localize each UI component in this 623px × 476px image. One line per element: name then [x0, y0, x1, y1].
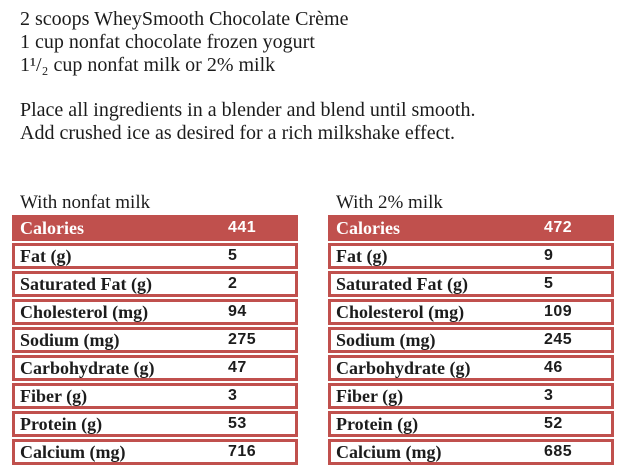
table-row: Cholesterol (mg) 94 — [12, 299, 298, 325]
row-label: Sodium (mg) — [20, 329, 120, 350]
row-label: Fiber (g) — [336, 385, 404, 406]
table-row: Carbohydrate (g) 47 — [12, 355, 298, 381]
row-value: 46 — [544, 359, 563, 376]
row-label: Saturated Fat (g) — [20, 273, 152, 294]
table-row: Fat (g) 9 — [328, 243, 614, 269]
row-value: 3 — [228, 387, 238, 404]
row-label: Cholesterol (mg) — [336, 301, 465, 322]
row-value: 275 — [228, 331, 257, 348]
row-value: 716 — [228, 443, 257, 460]
row-label: Calories — [336, 217, 400, 238]
table-caption: With nonfat milk — [20, 192, 151, 213]
nutrition-tables: With nonfat milk Calories 441 Fat (g) 5 … — [12, 193, 623, 465]
row-label: Protein (g) — [336, 413, 419, 434]
row-value: 94 — [228, 303, 247, 320]
nutrition-table: Calories 441 Fat (g) 5 Saturated Fat (g)… — [12, 215, 298, 465]
ingredient-line: 1 cup nonfat chocolate frozen yogurt — [20, 31, 315, 53]
row-value: 5 — [544, 275, 554, 292]
table-row: Cholesterol (mg) 109 — [328, 299, 614, 325]
row-value: 5 — [228, 247, 238, 264]
nutrition-table-2pct-milk: With 2% milk Calories 472 Fat (g) 9 Satu… — [328, 193, 614, 465]
row-label: Cholesterol (mg) — [20, 301, 149, 322]
table-row: Fiber (g) 3 — [328, 383, 614, 409]
row-value: 441 — [228, 219, 257, 236]
table-row: Carbohydrate (g) 46 — [328, 355, 614, 381]
row-label: Carbohydrate (g) — [336, 357, 471, 378]
row-label: Sodium (mg) — [336, 329, 436, 350]
row-label: Protein (g) — [20, 413, 103, 434]
table-row: Sodium (mg) 275 — [12, 327, 298, 353]
ingredients-list: 2 scoops WheySmooth Chocolate Crème 1 cu… — [20, 0, 623, 77]
table-header-row: Calories 472 — [328, 215, 614, 241]
row-label: Fat (g) — [336, 245, 388, 266]
table-row: Calcium (mg) 716 — [12, 439, 298, 465]
row-label: Fiber (g) — [20, 385, 88, 406]
row-label: Carbohydrate (g) — [20, 357, 155, 378]
row-value: 52 — [544, 415, 563, 432]
instruction-line: Add crushed ice as desired for a rich mi… — [20, 122, 456, 144]
table-row: Fat (g) 5 — [12, 243, 298, 269]
table-row: Sodium (mg) 245 — [328, 327, 614, 353]
instruction-line: Place all ingredients in a blender and b… — [20, 99, 476, 121]
row-value: 109 — [544, 303, 573, 320]
row-value: 245 — [544, 331, 573, 348]
table-caption: With 2% milk — [336, 192, 443, 213]
row-label: Calcium (mg) — [336, 441, 442, 462]
row-label: Calories — [20, 217, 84, 238]
row-value: 53 — [228, 415, 247, 432]
table-row: Calcium (mg) 685 — [328, 439, 614, 465]
table-row: Fiber (g) 3 — [12, 383, 298, 409]
row-value: 2 — [228, 275, 238, 292]
row-value: 9 — [544, 247, 554, 264]
row-label: Saturated Fat (g) — [336, 273, 468, 294]
nutrition-table-nonfat-milk: With nonfat milk Calories 441 Fat (g) 5 … — [12, 193, 298, 465]
instructions-paragraph: Place all ingredients in a blender and b… — [20, 99, 623, 145]
table-header-row: Calories 441 — [12, 215, 298, 241]
table-row: Saturated Fat (g) 2 — [12, 271, 298, 297]
table-row: Protein (g) 52 — [328, 411, 614, 437]
row-label: Fat (g) — [20, 245, 72, 266]
row-value: 472 — [544, 219, 573, 236]
table-row: Saturated Fat (g) 5 — [328, 271, 614, 297]
row-label: Calcium (mg) — [20, 441, 126, 462]
row-value: 3 — [544, 387, 554, 404]
table-row: Protein (g) 53 — [12, 411, 298, 437]
row-value: 47 — [228, 359, 247, 376]
ingredient-line: 1¹/₂ cup nonfat milk or 2% milk — [20, 54, 276, 76]
ingredient-line: 2 scoops WheySmooth Chocolate Crème — [20, 8, 349, 30]
nutrition-table: Calories 472 Fat (g) 9 Saturated Fat (g)… — [328, 215, 614, 465]
row-value: 685 — [544, 443, 573, 460]
